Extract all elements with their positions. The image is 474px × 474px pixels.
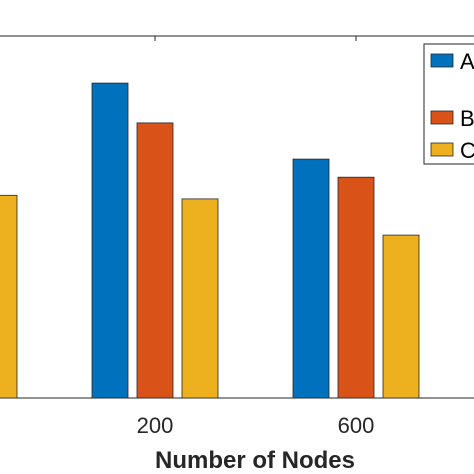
legend-swatch-c — [430, 142, 454, 157]
legend-swatch-a — [430, 53, 454, 68]
bar-a-600 — [292, 158, 330, 399]
x-tick-label-600: 600 — [338, 413, 375, 438]
bar-c-600 — [382, 234, 420, 399]
bar-a-200 — [91, 82, 129, 399]
legend-label-c: C — [460, 138, 474, 163]
legend-label-a: A — [460, 49, 474, 74]
x-tick-label-200: 200 — [137, 413, 174, 438]
legend-label-b: B — [460, 106, 474, 131]
bar-b-600 — [337, 176, 375, 399]
bars-group — [0, 82, 420, 399]
bar-b-200 — [136, 122, 174, 399]
bar-c-200 — [181, 198, 219, 399]
bar-c-partial — [0, 194, 18, 399]
legend-swatch-b — [430, 110, 454, 125]
legend: A B C — [423, 43, 474, 165]
x-axis-label: Number of Nodes — [155, 447, 355, 474]
